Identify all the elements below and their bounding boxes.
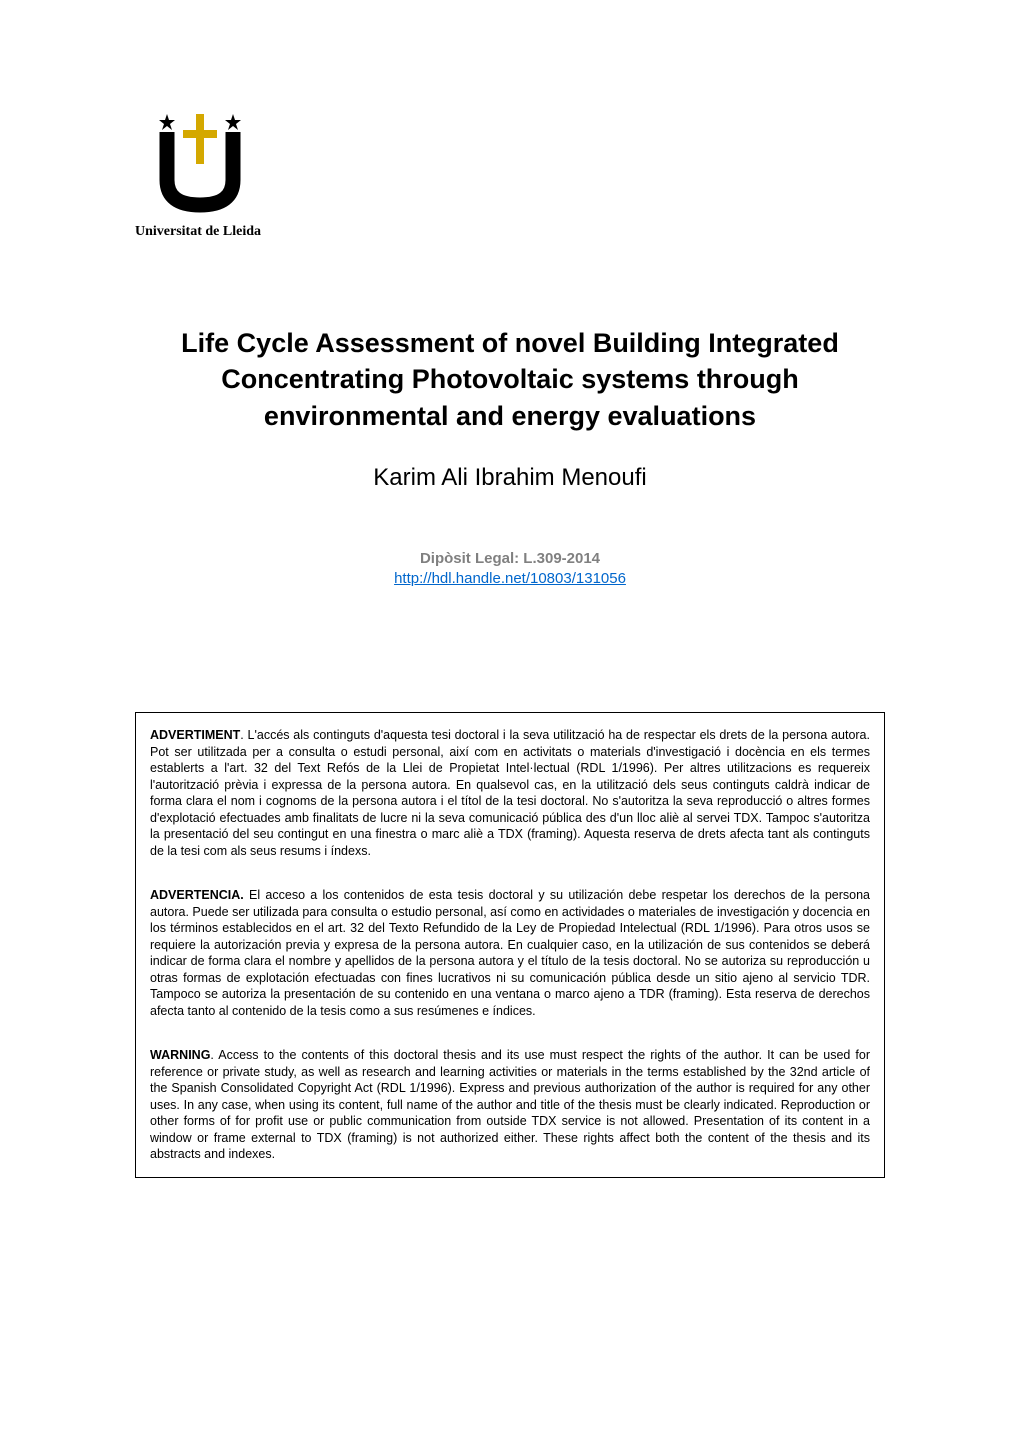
notice-catalan-label: ADVERTIMENT: [150, 728, 240, 742]
logo-graphic: [135, 110, 265, 215]
notice-english-label: WARNING: [150, 1048, 210, 1062]
legal-deposit: Dipòsit Legal: L.309-2014: [135, 550, 885, 567]
notice-spanish-label: ADVERTENCIA.: [150, 888, 244, 902]
notice-box: ADVERTIMENT. L'accés als continguts d'aq…: [135, 712, 885, 1178]
university-logo: Universitat de Lleida: [135, 110, 885, 240]
notice-catalan-text: . L'accés als continguts d'aquesta tesi …: [150, 728, 870, 858]
thesis-author: Karim Ali Ibrahim Menoufi: [135, 464, 885, 492]
notice-english-text: . Access to the contents of this doctora…: [150, 1048, 870, 1161]
handle-link[interactable]: http://hdl.handle.net/10803/131056: [135, 570, 885, 587]
logo-text: Universitat de Lleida: [135, 224, 885, 240]
notice-catalan: ADVERTIMENT. L'accés als continguts d'aq…: [150, 727, 870, 859]
notice-spanish-text: El acceso a los contenidos de esta tesis…: [150, 888, 870, 1018]
thesis-title: Life Cycle Assessment of novel Building …: [135, 325, 885, 434]
notice-english: WARNING. Access to the contents of this …: [150, 1047, 870, 1163]
notice-spanish: ADVERTENCIA. El acceso a los contenidos …: [150, 887, 870, 1019]
